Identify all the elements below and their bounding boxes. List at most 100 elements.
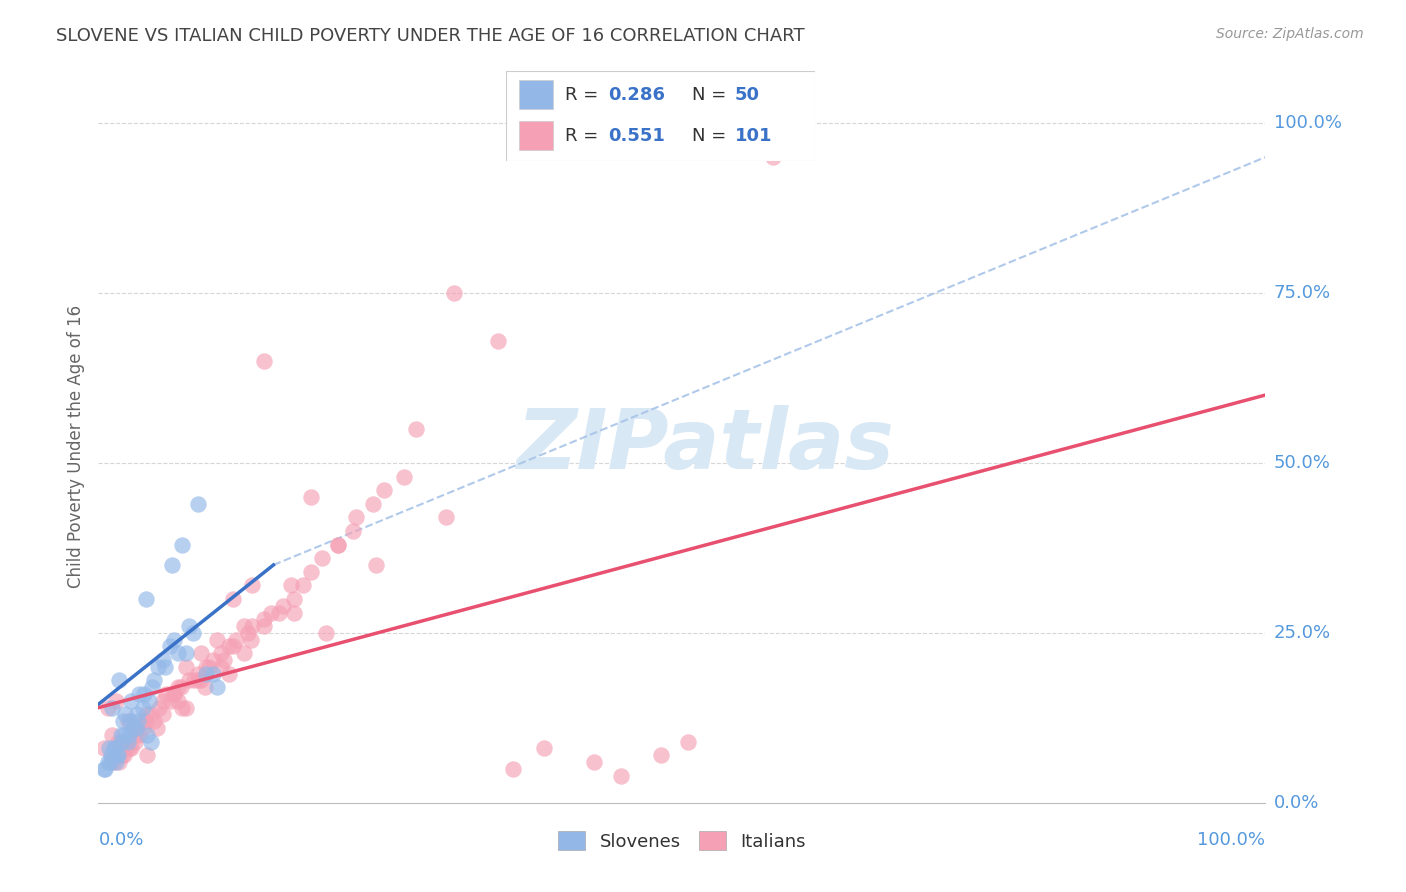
Point xyxy=(105,748,128,763)
Point xyxy=(253,619,276,633)
Point xyxy=(118,741,141,756)
Text: N =: N = xyxy=(692,127,731,145)
Point xyxy=(103,755,125,769)
Point xyxy=(233,619,256,633)
Point xyxy=(160,558,183,572)
Point xyxy=(583,755,606,769)
Point xyxy=(115,741,138,756)
Text: Source: ZipAtlas.com: Source: ZipAtlas.com xyxy=(1216,27,1364,41)
Point xyxy=(132,714,155,729)
Point xyxy=(166,694,188,708)
Point xyxy=(366,558,388,572)
Point xyxy=(101,700,124,714)
Point xyxy=(132,700,155,714)
Text: 50: 50 xyxy=(735,86,761,103)
Point xyxy=(152,653,174,667)
Point xyxy=(731,116,754,130)
Point xyxy=(108,755,131,769)
Point xyxy=(104,755,127,769)
Point xyxy=(104,694,127,708)
Point xyxy=(676,734,699,748)
Point xyxy=(148,700,170,714)
Point xyxy=(128,687,150,701)
Point xyxy=(283,606,305,620)
Point xyxy=(207,680,229,694)
Point xyxy=(163,632,186,647)
Point xyxy=(136,728,159,742)
Point xyxy=(194,666,217,681)
Point xyxy=(152,707,174,722)
Text: 50.0%: 50.0% xyxy=(1274,454,1330,472)
Point xyxy=(143,714,166,729)
Point xyxy=(190,673,212,688)
Point xyxy=(118,714,141,729)
Text: 0.0%: 0.0% xyxy=(98,831,143,849)
Text: 0.551: 0.551 xyxy=(609,127,665,145)
Text: SLOVENE VS ITALIAN CHILD POVERTY UNDER THE AGE OF 16 CORRELATION CHART: SLOVENE VS ITALIAN CHILD POVERTY UNDER T… xyxy=(56,27,804,45)
Point xyxy=(118,728,141,742)
Point xyxy=(127,714,149,729)
Point xyxy=(291,578,314,592)
Point xyxy=(434,510,457,524)
Point xyxy=(98,755,121,769)
Point xyxy=(253,612,276,626)
Point xyxy=(190,646,212,660)
Legend: Slovenes, Italians: Slovenes, Italians xyxy=(551,824,813,858)
Point xyxy=(650,748,672,763)
Point xyxy=(194,660,217,674)
FancyBboxPatch shape xyxy=(519,121,553,150)
Point xyxy=(146,721,169,735)
Text: ZIPatlas: ZIPatlas xyxy=(516,406,894,486)
Point xyxy=(125,721,148,735)
Point xyxy=(326,537,349,551)
Point xyxy=(112,748,135,763)
Point xyxy=(311,551,333,566)
Point xyxy=(181,626,204,640)
Point xyxy=(209,646,232,660)
Point xyxy=(152,694,174,708)
Point xyxy=(242,619,264,633)
Text: 0.286: 0.286 xyxy=(609,86,665,103)
Point xyxy=(326,537,349,551)
Point xyxy=(93,762,115,776)
Point xyxy=(114,707,136,722)
Point xyxy=(153,660,176,674)
Point xyxy=(342,524,364,538)
Point xyxy=(143,673,166,688)
Point xyxy=(486,334,509,348)
Point xyxy=(533,741,555,756)
Point xyxy=(139,734,162,748)
Point xyxy=(299,490,322,504)
Point xyxy=(108,673,131,688)
Point xyxy=(125,707,148,722)
Point xyxy=(271,599,294,613)
Point xyxy=(207,632,229,647)
Point xyxy=(183,673,205,688)
Point xyxy=(209,660,232,674)
Point xyxy=(94,762,117,776)
Point xyxy=(174,646,197,660)
Point xyxy=(155,687,177,701)
Text: R =: R = xyxy=(565,86,605,103)
Point xyxy=(233,646,256,660)
Point xyxy=(97,741,120,756)
Point xyxy=(110,734,132,748)
FancyBboxPatch shape xyxy=(519,80,553,109)
Point xyxy=(221,640,243,654)
Point xyxy=(174,700,197,714)
Point xyxy=(159,640,181,654)
Point xyxy=(136,707,159,722)
Point xyxy=(299,565,322,579)
Text: N =: N = xyxy=(692,86,731,103)
Text: 100.0%: 100.0% xyxy=(1198,831,1265,849)
Point xyxy=(103,741,125,756)
Point xyxy=(107,734,129,748)
Point xyxy=(111,734,134,748)
Point xyxy=(163,687,186,701)
Text: 101: 101 xyxy=(735,127,772,145)
Point xyxy=(179,619,201,633)
Point xyxy=(136,748,159,763)
Point xyxy=(344,510,367,524)
Point xyxy=(225,632,247,647)
Y-axis label: Child Poverty Under the Age of 16: Child Poverty Under the Age of 16 xyxy=(66,304,84,588)
